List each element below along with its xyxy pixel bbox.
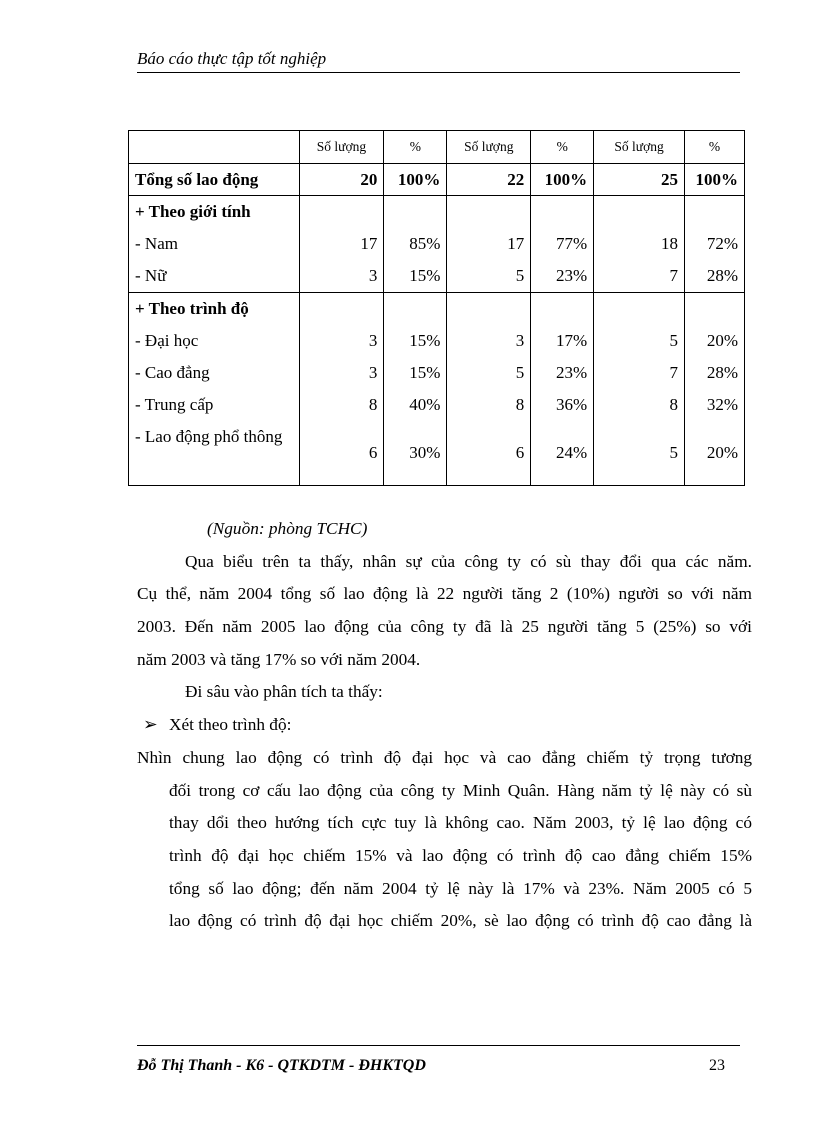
row-label: - Cao đẳng (135, 363, 210, 382)
running-header: Báo cáo thực tập tốt nghiệp (137, 49, 327, 68)
cell: 3 (368, 266, 378, 285)
cell: 15% (409, 363, 441, 382)
cell: 8 (368, 395, 378, 414)
row-label: Tổng số lao động (128, 163, 300, 196)
header-cell: % (530, 130, 595, 164)
header-divider (137, 72, 740, 73)
cell: 5 (515, 363, 525, 382)
header-cell: % (683, 130, 746, 164)
cell: 24% (556, 443, 588, 462)
cell: 7 (669, 266, 678, 285)
group-labels: + Theo trình độ - Đại học - Cao đẳng - T… (128, 292, 300, 486)
header-cell (128, 130, 300, 164)
cell: 20 (298, 163, 385, 196)
row-label: - Nam (135, 234, 178, 253)
cell: 72% (706, 234, 738, 253)
cell: 40% (409, 395, 441, 414)
cell: 8 (515, 395, 525, 414)
total-row: Tổng số lao động 20 100% 22 100% 25 100% (128, 163, 746, 196)
cell: 3 (368, 331, 378, 350)
cell: 17% (556, 331, 588, 350)
group-title: + Theo trình độ (135, 299, 249, 318)
cell: 5 (515, 266, 525, 285)
education-group-row: + Theo trình độ - Đại học - Cao đẳng - T… (128, 292, 746, 486)
cell: 3 (368, 363, 378, 382)
paragraph-line: Đi sâu vào phân tích ta thấy: (185, 682, 383, 702)
cell: 32% (706, 395, 738, 414)
paragraph-line: năm 2003 và tăng 17% so với năm 2004. (137, 649, 421, 669)
cell: 30% (409, 443, 441, 462)
cell: 28% (706, 266, 738, 285)
cell: 85% (409, 234, 441, 253)
cell: 100% (383, 163, 448, 196)
body-text: (Nguồn: phòng TCHC) Qua biểu trên ta thấ… (137, 513, 752, 938)
cell: 15% (409, 331, 441, 350)
paragraph-line: lao động có trình độ đại học chiếm 20%, … (169, 911, 752, 931)
cell: 28% (706, 363, 738, 382)
header-cell: % (383, 130, 448, 164)
gender-group-row: + Theo giới tính - Nam - Nữ 17 3 85% 15% 1… (128, 195, 746, 293)
paragraph-line: Nhìn chung lao động có trình độ đại học … (137, 747, 752, 767)
cell: 20% (706, 331, 738, 350)
footer-author: Đỗ Thị Thanh - K6 - QTKDTM - ĐHKTQD (137, 1057, 426, 1074)
cell: 6 (515, 443, 525, 462)
cell: 5 (669, 443, 678, 462)
cell: 23% (556, 266, 588, 285)
labor-table: Số lượng % Số lượng % Số lượng % Tổng số… (128, 130, 746, 486)
cell: 6 (368, 443, 378, 462)
group-labels: + Theo giới tính - Nam - Nữ (128, 195, 300, 293)
table-source: (Nguồn: phòng TCHC) (207, 519, 368, 538)
row-label: - Trung cấp (135, 395, 214, 414)
row-label: - Nữ (135, 266, 167, 285)
paragraph-line: đối trong cơ cấu lao động của công ty Mi… (169, 780, 752, 800)
bullet-item: ➢ Xét theo trình độ: (137, 709, 752, 742)
paragraph-line: trình độ đại học chiếm 15% và lao động c… (169, 845, 752, 865)
bullet-text: Xét theo trình độ: (169, 715, 292, 735)
cell: 3 (515, 331, 525, 350)
cell: 15% (409, 266, 441, 285)
table-header-row: Số lượng % Số lượng % Số lượng % (128, 130, 746, 164)
cell: 77% (556, 234, 588, 253)
cell: 8 (669, 395, 678, 414)
paragraph-line: thay dổi theo hướng tích cực tuy là khôn… (169, 813, 752, 833)
header-cell: Số lượng (593, 130, 685, 164)
cell: 17 (507, 234, 525, 253)
row-label: - Đại học (135, 331, 199, 350)
cell: 7 (669, 363, 678, 382)
paragraph-line: Qua biểu trên ta thấy, nhân sự của công … (185, 551, 752, 571)
cell: 18 (660, 234, 678, 253)
header-cell: Số lượng (298, 130, 385, 164)
group-title: + Theo giới tính (135, 202, 251, 221)
row-label: - Lao động phổ thông (135, 427, 283, 446)
cell: 5 (669, 331, 678, 350)
cell: 25 (593, 163, 685, 196)
page-number: 23 (709, 1057, 725, 1074)
header-cell: Số lượng (446, 130, 532, 164)
cell: 36% (556, 395, 588, 414)
cell: 100% (530, 163, 595, 196)
footer-divider (137, 1045, 740, 1046)
cell: 22 (446, 163, 532, 196)
paragraph-line: Cụ thể, năm 2004 tổng số lao động là 22 … (137, 584, 752, 604)
arrowhead-bullet-icon: ➢ (143, 715, 158, 735)
paragraph-line: tổng số lao động; đến năm 2004 tỷ lệ này… (169, 878, 752, 898)
paragraph-line: 2003. Đến năm 2005 lao động của công ty … (137, 617, 752, 637)
cell: 23% (556, 363, 588, 382)
cell: 100% (683, 163, 746, 196)
cell: 20% (706, 443, 738, 462)
cell: 17 (360, 234, 378, 253)
